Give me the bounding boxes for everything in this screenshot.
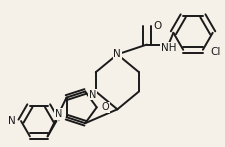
Text: O: O: [154, 21, 162, 31]
Text: N: N: [55, 109, 63, 119]
Text: N: N: [8, 116, 16, 126]
Text: Cl: Cl: [211, 47, 221, 57]
Text: NH: NH: [161, 43, 176, 53]
Text: N: N: [113, 49, 121, 59]
Text: N: N: [89, 90, 97, 100]
Text: O: O: [102, 102, 109, 112]
